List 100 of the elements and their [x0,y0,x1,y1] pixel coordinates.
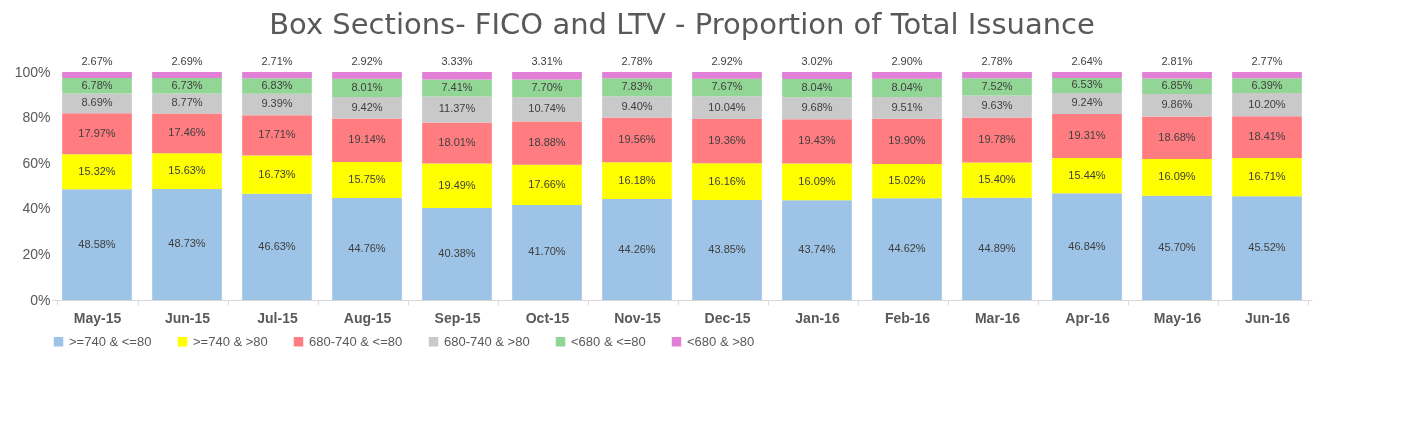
bar [422,207,492,300]
data-label: 44.62% [888,242,926,255]
y-tick-label: 0% [30,291,51,308]
x-tick-label: Jan-16 [795,309,840,326]
bar [242,155,312,194]
data-label: 8.04% [891,80,923,93]
bar [1142,116,1212,160]
bar [332,197,402,300]
bar [62,71,132,79]
data-label: 15.44% [1068,168,1106,181]
bar [62,189,132,300]
bar [872,72,942,79]
bar [332,162,402,198]
bar [242,115,312,156]
bar [152,188,222,300]
bar [962,95,1032,118]
data-label: 2.78% [981,54,1013,67]
bar [692,200,762,300]
bar [782,163,852,201]
data-label: 9.39% [261,97,293,110]
bar [242,72,312,79]
bar [962,197,1032,300]
data-label: 15.40% [978,173,1016,186]
bar [872,118,942,165]
data-label: 16.09% [798,174,836,187]
data-label: 18.41% [1248,130,1286,143]
data-label: 18.88% [528,136,566,149]
bar [1142,159,1212,196]
data-label: 7.52% [981,79,1013,92]
data-label: 15.63% [168,164,206,177]
x-tick-label: Apr-16 [1065,309,1110,326]
legend-label: 680-740 & <=80 [309,333,403,349]
bar [512,164,582,205]
x-tick-label: May-16 [1153,309,1202,326]
data-label: 8.69% [81,96,113,109]
data-label: 3.31% [531,54,563,67]
y-tick-label: 100% [14,63,51,80]
data-label: 9.40% [621,99,653,112]
data-label: 41.70% [528,245,566,258]
data-label: 7.83% [621,80,653,93]
data-label: 9.24% [1071,96,1103,109]
y-tick-label: 80% [22,109,51,126]
bar [152,71,222,79]
bar [962,162,1032,198]
data-label: 15.32% [78,164,116,177]
bar [152,93,222,114]
data-label: 48.73% [168,237,206,250]
bar [782,119,852,164]
x-tick-label: Nov-15 [614,309,662,326]
bar [62,154,132,190]
bar [602,96,672,118]
data-label: 44.76% [348,241,386,254]
bar [62,113,132,155]
bar [422,163,492,208]
data-label: 16.18% [618,173,656,186]
x-tick-label: Jun-16 [1244,309,1291,326]
legend-label: >=740 & >80 [193,333,268,349]
data-label: 46.63% [258,239,296,252]
chart-title: Box Sections- FICO and LTV - Proportion of Total Issuance [269,6,1095,41]
data-label: 8.77% [171,96,203,109]
data-label: 16.09% [1158,170,1196,183]
x-tick-label: Mar-16 [974,309,1021,326]
data-label: 18.01% [438,135,476,148]
bar [782,200,852,300]
bar [602,199,672,300]
bar [602,162,672,200]
data-label: 15.75% [348,172,386,185]
bar [1232,196,1302,300]
data-label: 2.92% [351,54,383,67]
data-label: 8.04% [801,81,833,94]
data-label: 6.78% [81,78,113,91]
data-label: 43.85% [708,243,746,256]
data-label: 11.37% [438,102,476,115]
data-label: 46.84% [1068,239,1106,252]
data-label: 18.68% [1158,130,1196,143]
bar [692,72,762,79]
bar [422,122,492,164]
bar [782,72,852,79]
bar [512,72,582,80]
data-label: 7.67% [711,80,743,93]
data-label: 9.86% [1161,98,1193,111]
bar [872,164,942,199]
bar [1232,72,1302,79]
x-tick-label: May-15 [73,309,122,326]
data-label: 2.64% [1071,54,1103,67]
bar [1232,116,1302,159]
data-label: 40.38% [438,246,476,259]
bar [692,163,762,201]
bar [1052,193,1122,300]
data-label: 19.36% [708,134,746,147]
data-label: 6.39% [1251,78,1283,91]
bar [692,119,762,164]
x-tick-label: Dec-15 [704,309,751,326]
data-label: 7.41% [441,81,473,94]
data-label: 17.66% [528,177,566,190]
data-label: 19.31% [1068,128,1106,141]
data-label: 17.97% [78,126,116,139]
data-label: 16.73% [258,167,296,180]
bar [1232,158,1302,197]
data-label: 48.58% [78,237,116,250]
